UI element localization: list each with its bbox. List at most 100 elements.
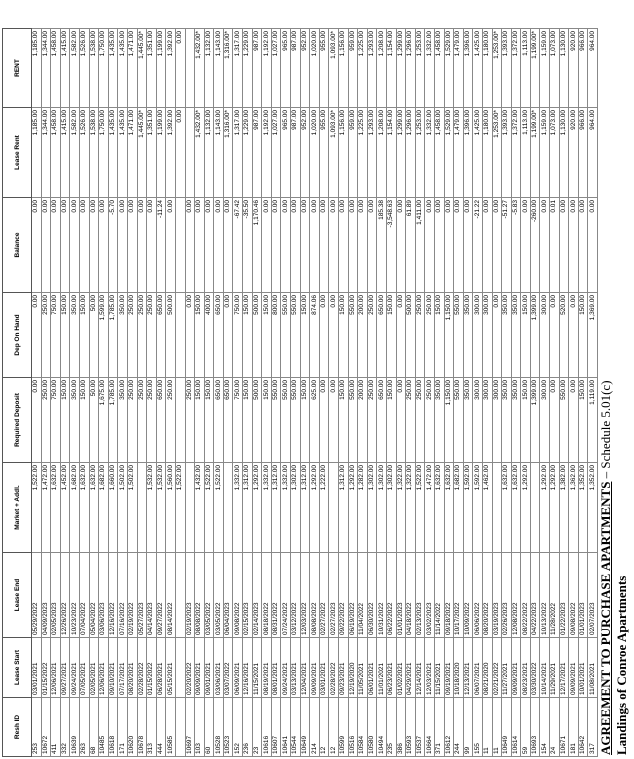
table-cell: 1,502.00 bbox=[117, 462, 128, 553]
table-cell: 1,560.00 bbox=[165, 462, 176, 553]
table-cell: 1,292.00 bbox=[309, 462, 320, 553]
table-cell: 1,130.00 bbox=[559, 28, 569, 108]
table-cell: 06/23/2021 bbox=[386, 637, 397, 698]
table-cell: 09/09/2021 bbox=[568, 637, 579, 698]
table-cell: 250.00 bbox=[367, 377, 377, 463]
table-cell: 750.00 bbox=[50, 377, 61, 463]
table-cell: 550.00 bbox=[280, 292, 291, 378]
table-cell: 0.00 bbox=[98, 197, 109, 293]
table-cell: 01/22/2023 bbox=[559, 552, 569, 638]
table-cell: 08/01/2021 bbox=[271, 637, 281, 698]
table-cell: 0.00 bbox=[69, 197, 80, 293]
table-cell: 874.06 bbox=[309, 292, 320, 378]
table-cell: 09/23/2021 bbox=[338, 637, 349, 698]
table-row: 332 09/27/2021 12/26/2022 1,452.00 150.00 150… bbox=[60, 28, 70, 757]
table-cell: 1,299.00 bbox=[396, 28, 406, 108]
table-cell: 0.00 bbox=[492, 197, 502, 293]
table-cell: -21.22 bbox=[472, 197, 483, 293]
table-row: 10607 08/01/2021 08/31/2022 1,312.00 550.00 8… bbox=[271, 28, 281, 757]
table-cell: 12/13/2021 bbox=[463, 637, 473, 698]
table-cell: 1,180.00 bbox=[482, 28, 492, 108]
table-cell: 964.00 bbox=[587, 28, 598, 108]
table-cell: 01/02/2021 bbox=[396, 637, 406, 698]
table-cell: 150.00 bbox=[79, 377, 90, 463]
column-header: Required Deposit bbox=[2, 377, 32, 463]
table-cell: 1,020.00 bbox=[309, 107, 320, 198]
table-cell: 1,317.00 bbox=[232, 107, 243, 198]
table-cell: 250.00 bbox=[185, 377, 195, 463]
table-cell: 12/26/2022 bbox=[60, 552, 70, 638]
table-cell: 0.00 bbox=[137, 197, 147, 293]
table-cell: 1,458.00 bbox=[434, 107, 445, 198]
table-cell: 955.00 bbox=[319, 107, 329, 198]
table-cell: 0.00 bbox=[31, 377, 42, 463]
table-cell: 500.00 bbox=[405, 292, 416, 378]
table-cell: 520.00 bbox=[559, 292, 569, 378]
table-cell: 0.00 bbox=[578, 197, 588, 293]
table-cell: 317 bbox=[587, 697, 598, 757]
table-row: 23 11/15/2021 02/14/2023 1,292.00 500.00 500.… bbox=[252, 28, 262, 757]
table-row: 10528 03/06/2021 03/05/2022 1,522.00 650.00 6… bbox=[213, 28, 224, 757]
table-cell: 1,399.00 bbox=[530, 292, 540, 378]
table-cell: -260.00 bbox=[530, 197, 540, 293]
table-cell: 1,192.00 bbox=[261, 28, 272, 108]
table-cell: 1,292.00 bbox=[539, 462, 550, 553]
table-cell: 1,093.00* bbox=[328, 28, 339, 108]
table-cell: 1,682.00 bbox=[98, 462, 109, 553]
table-cell: 60 bbox=[204, 697, 214, 757]
table-cell: 1,432.00 bbox=[194, 462, 205, 553]
table-cell: 750.00 bbox=[232, 377, 243, 463]
table-cell: 12/17/2021 bbox=[559, 637, 569, 698]
table-cell: 10/18/2020 bbox=[453, 637, 464, 698]
table-cell: 10/01/2021 bbox=[578, 637, 588, 698]
table-cell: 155 bbox=[472, 697, 483, 757]
table-cell: 0.00 bbox=[396, 197, 406, 293]
table-cell: 1,538.00 bbox=[89, 107, 99, 198]
table-cell: 08/31/2022 bbox=[271, 552, 281, 638]
table-cell: 1,632.00 bbox=[501, 462, 512, 553]
table-cell: 300.00 bbox=[492, 377, 502, 463]
table-cell: 1,170.46 bbox=[252, 197, 262, 293]
table-cell: 02/28/2022 bbox=[328, 637, 339, 698]
table-cell: 10485 bbox=[98, 697, 109, 757]
table-cell: 1,435.00 bbox=[108, 107, 118, 198]
table-row: 10641 09/24/2021 07/24/2022 1,332.00 550.00 5… bbox=[280, 28, 291, 757]
table-cell: 09/10/2021 bbox=[108, 637, 118, 698]
table-cell: 10/13/2022 bbox=[539, 552, 550, 638]
table-cell: 1,399.00 bbox=[530, 377, 540, 463]
table-cell: 1,369.00 bbox=[587, 292, 598, 378]
table-cell: 12/03/2022 bbox=[300, 552, 310, 638]
table-cell: 1,392.00 bbox=[165, 107, 176, 198]
table-cell: 0.00 bbox=[175, 107, 185, 198]
table-cell: 12 bbox=[319, 697, 329, 757]
table-cell: 350.00 bbox=[117, 292, 128, 378]
table-cell: 10649 bbox=[300, 697, 310, 757]
table-cell: 1,502.00 bbox=[127, 462, 138, 553]
table-cell: 800.00 bbox=[271, 292, 281, 378]
table-cell: 150.00 bbox=[194, 377, 205, 463]
table-cell: 10/17/2022 bbox=[453, 552, 464, 638]
table-cell: 02/05/2023 bbox=[50, 552, 61, 638]
table-cell: 386 bbox=[396, 697, 406, 757]
table-cell: 0.00 bbox=[50, 197, 61, 293]
table-cell: 10580 bbox=[367, 697, 377, 757]
table-cell: 250.00 bbox=[424, 377, 435, 463]
table-cell bbox=[492, 462, 502, 553]
table-cell: 1,154.00 bbox=[386, 28, 397, 108]
table-cell: 11/08/2021 bbox=[587, 637, 598, 698]
table-cell: 150.00 bbox=[60, 292, 70, 378]
table-row: 10672 01/15/2022 04/09/2023 1,472.00 250.00 2… bbox=[41, 28, 51, 757]
table-cell: 1,351.00 bbox=[146, 28, 157, 108]
table-cell: 10607 bbox=[271, 697, 281, 757]
table-cell: 550.00 bbox=[280, 377, 291, 463]
table-cell: 1,296.00 bbox=[405, 28, 416, 108]
footer-schedule: – Schedule 5.01(c) bbox=[598, 380, 613, 479]
table-cell: -3,548.63 bbox=[386, 197, 397, 293]
table-cell: 236 bbox=[242, 697, 253, 757]
table-cell: 1,312.00 bbox=[338, 462, 349, 553]
table-cell: 09/09/2021 bbox=[194, 637, 205, 698]
table-row: 155 06/07/2021 06/06/2022 1,592.00 300.00 300… bbox=[472, 28, 483, 757]
table-cell: 1,392.00 bbox=[165, 28, 176, 108]
table-cell: 150.00 bbox=[578, 292, 588, 378]
table-cell: 0.00 bbox=[204, 197, 214, 293]
